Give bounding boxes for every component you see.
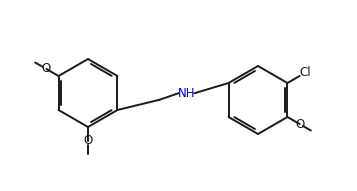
Text: O: O (295, 117, 304, 130)
Text: O: O (84, 134, 92, 147)
Text: O: O (42, 62, 51, 75)
Text: Cl: Cl (299, 66, 311, 79)
Text: NH: NH (177, 87, 195, 100)
